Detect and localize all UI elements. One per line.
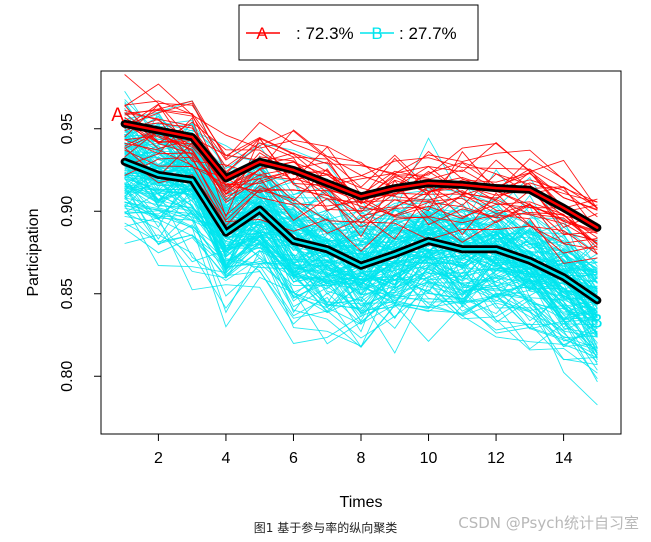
individual-line-b (124, 205, 598, 333)
data-point-a (224, 177, 228, 180)
data-point-a (461, 183, 464, 187)
individual-line-b (124, 228, 598, 406)
individual-line-b (124, 178, 598, 331)
individual-line-a (124, 100, 598, 210)
individual-line-a (124, 117, 598, 239)
x-tick-label: 10 (420, 450, 438, 467)
data-point-b (258, 208, 261, 211)
data-point-b (292, 239, 295, 243)
series-label-b: B (590, 311, 603, 332)
individual-line-b (124, 191, 598, 379)
individual-line-b (124, 195, 598, 347)
individual-line-a (124, 109, 598, 218)
individual-line-b (124, 201, 598, 374)
data-point-a (190, 135, 194, 139)
data-point-a (427, 182, 430, 185)
data-point-b (427, 239, 430, 243)
y-tick-label: 0.80 (59, 361, 76, 392)
figure-caption: 图1 基于参与率的纵向聚类 (253, 521, 398, 535)
individual-line-a (124, 135, 598, 232)
individual-line-b (124, 207, 598, 363)
x-tick-label: 4 (221, 450, 230, 467)
legend-key-b: B (371, 24, 382, 43)
x-axis-title: Times (340, 494, 383, 511)
individual-line-b (124, 183, 598, 354)
individual-line-b (124, 137, 598, 275)
data-point-b (596, 299, 599, 302)
watermark: CSDN @Psych统计自习室 (458, 514, 639, 532)
data-point-a (528, 188, 532, 191)
data-point-a (562, 206, 565, 210)
legend-label-a: : 72.3% (296, 24, 354, 43)
data-point-a (123, 122, 126, 126)
x-tick-label: 2 (154, 450, 163, 467)
x-tick-label: 14 (555, 450, 573, 467)
y-tick-label: 0.90 (59, 196, 76, 227)
data-point-b (123, 160, 126, 163)
individual-line-b (124, 164, 598, 321)
data-point-b (157, 173, 160, 177)
data-point-b (393, 252, 396, 256)
y-tick-label: 0.95 (59, 113, 76, 144)
individual-line-b (124, 201, 598, 351)
individual-line-b (124, 179, 598, 371)
data-point-a (326, 182, 329, 185)
series-label-a: A (111, 105, 124, 126)
individual-line-a (124, 102, 598, 211)
individual-line-a (124, 157, 598, 244)
data-point-a (596, 226, 599, 229)
x-tick-label: 12 (487, 450, 505, 467)
individual-line-b (124, 165, 598, 323)
data-point-a (393, 186, 396, 190)
data-point-a (359, 195, 363, 198)
data-point-a (157, 129, 160, 132)
individual-line-b (124, 191, 598, 308)
individual-line-a (124, 122, 598, 255)
legend: A : 72.3% B : 27.7% (238, 4, 479, 61)
data-point-b (326, 248, 329, 251)
individual-line-a (124, 83, 598, 210)
x-tick-label: 8 (357, 450, 366, 467)
plot-frame (100, 70, 622, 435)
individual-line-a (124, 156, 598, 264)
data-point-b (190, 178, 194, 182)
individual-line-a (124, 104, 598, 234)
data-point-b (528, 259, 532, 262)
data-point-a (258, 160, 261, 163)
data-point-b (461, 248, 464, 251)
data-point-a (292, 168, 295, 172)
data-point-b (224, 231, 228, 234)
legend-label-b: : 27.7% (399, 24, 457, 43)
mean-lines: AB (111, 105, 602, 333)
y-axis-title: Participation (25, 208, 42, 296)
legend-key-a: A (256, 24, 268, 43)
data-point-b (359, 264, 363, 267)
individual-lines (124, 74, 598, 406)
individual-line-a (124, 109, 598, 203)
individual-line-b (124, 187, 598, 352)
individual-line-b (124, 222, 598, 359)
individual-line-b (124, 159, 598, 280)
individual-line-b (124, 115, 598, 271)
data-point-a (494, 186, 498, 190)
individual-line-b (124, 183, 598, 356)
y-tick-label: 0.85 (59, 278, 76, 309)
x-tick-label: 6 (289, 450, 298, 467)
data-point-b (562, 276, 565, 279)
individual-line-a (124, 129, 598, 254)
data-point-b (494, 248, 498, 251)
